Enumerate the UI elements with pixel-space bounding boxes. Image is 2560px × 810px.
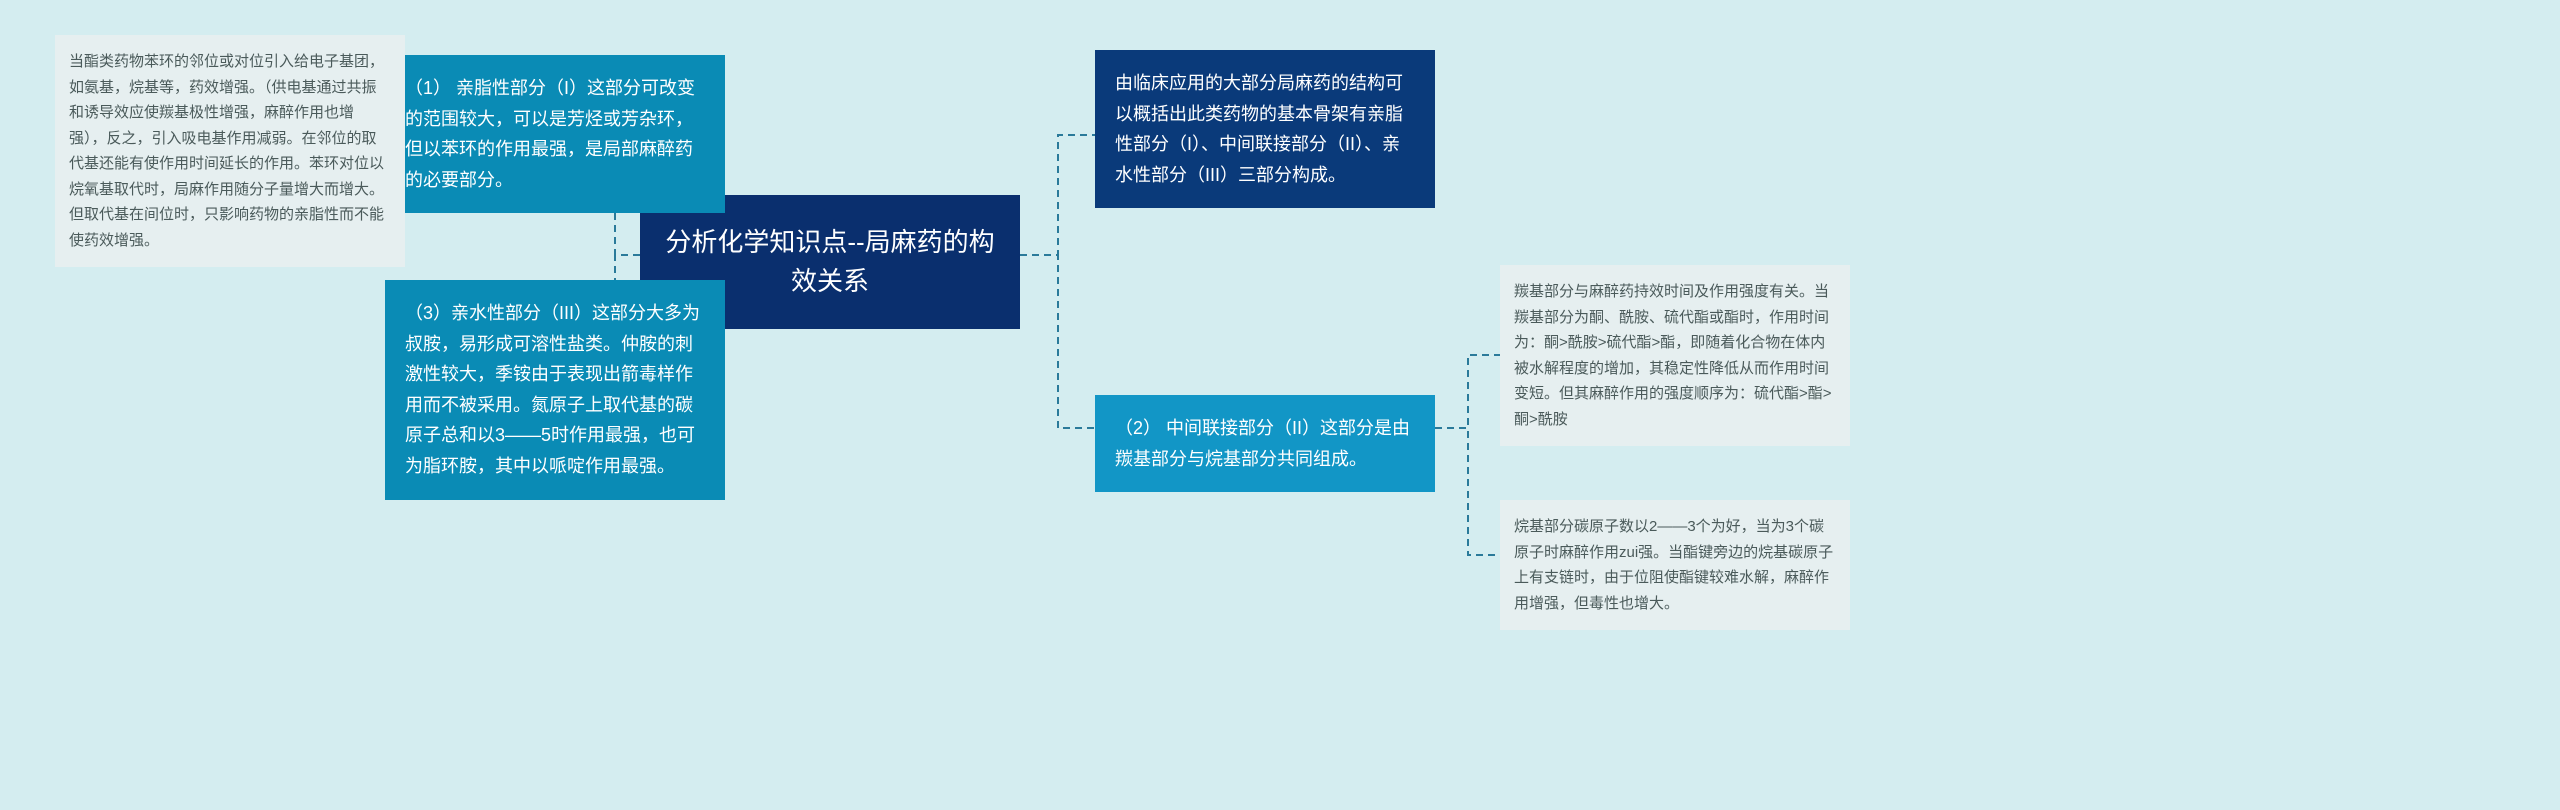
node-lipophilic: （1） 亲脂性部分（I）这部分可改变的范围较大，可以是芳烃或芳杂环，但以苯环的作… (385, 55, 725, 213)
note-alkyl: 烷基部分碳原子数以2——3个为好，当为3个碳原子时麻醉作用zui强。当酯键旁边的… (1500, 500, 1850, 630)
node-intermediate: （2） 中间联接部分（II）这部分是由羰基部分与烷基部分共同组成。 (1095, 395, 1435, 492)
note-ester: 当酯类药物苯环的邻位或对位引入给电子基团，如氨基，烷基等，药效增强。（供电基通过… (55, 35, 405, 267)
node-hydrophilic: （3）亲水性部分（III）这部分大多为叔胺，易形成可溶性盐类。仲胺的刺激性较大，… (385, 280, 725, 500)
note-carbonyl: 羰基部分与麻醉药持效时间及作用强度有关。当羰基部分为酮、酰胺、硫代酯或酯时，作用… (1500, 265, 1850, 446)
node-summary: 由临床应用的大部分局麻药的结构可以概括出此类药物的基本骨架有亲脂性部分（I）、中… (1095, 50, 1435, 208)
